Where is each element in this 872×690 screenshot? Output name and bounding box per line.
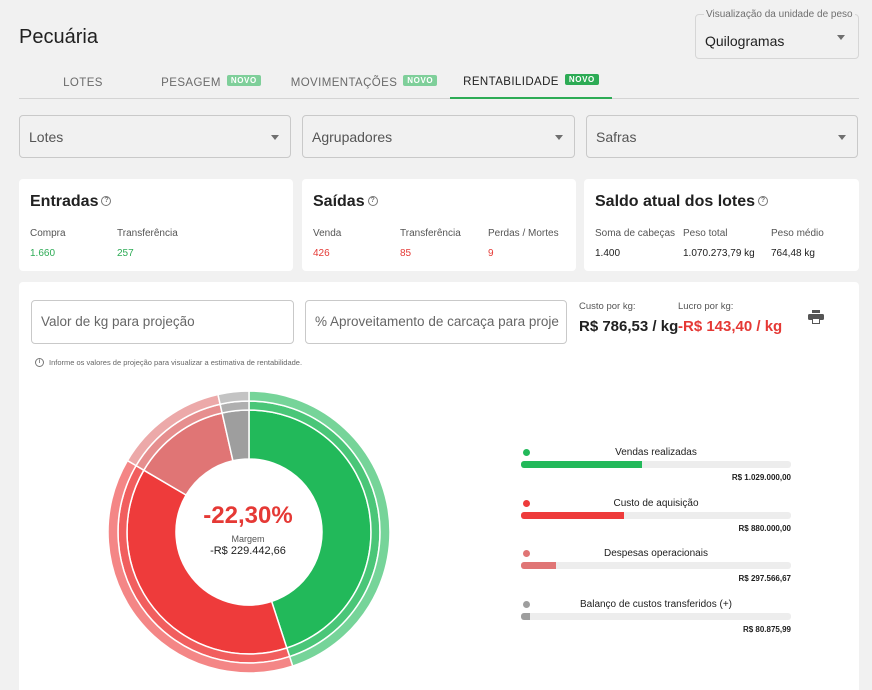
stat-label: Venda	[313, 228, 342, 239]
legend-label: Balanço de custos transferidos (+)	[579, 599, 733, 610]
legend-dot-icon	[523, 601, 530, 608]
custo-value: R$ 786,53 / kg	[579, 318, 679, 335]
margin-label: Margem	[231, 534, 265, 544]
legend-dot-icon	[523, 550, 530, 557]
tab-lotes[interactable]: LOTES	[19, 66, 147, 99]
legend-bar-fill	[521, 512, 625, 519]
donut-slice-4-ring-3[interactable]	[217, 390, 250, 406]
tab-bar: LOTES PESAGEM NOVO MOVIMENTAÇÕES NOVO RE…	[19, 66, 859, 99]
stat-label: Transferência	[117, 228, 178, 239]
chevron-down-icon	[837, 35, 845, 40]
legend-bar-track	[521, 613, 791, 620]
stat-label: Compra	[30, 228, 66, 239]
margin-donut-chart	[107, 390, 391, 674]
safras-select-label: Safras	[596, 129, 637, 145]
new-badge: NOVO	[403, 75, 438, 86]
lucro-label: Lucro por kg:	[678, 301, 734, 312]
tab-label: PESAGEM	[161, 76, 221, 89]
stat-value: 764,48 kg	[771, 248, 815, 259]
page-title: Pecuária	[19, 26, 98, 48]
stat-label: Peso médio	[771, 228, 824, 239]
tab-label: MOVIMENTAÇÕES	[290, 76, 398, 89]
card-title: Saldo atual dos lotes?	[595, 193, 769, 211]
legend-amount: R$ 1.029.000,00	[731, 473, 791, 482]
help-icon[interactable]: ?	[758, 196, 769, 206]
agrupadores-select[interactable]: Agrupadores	[302, 115, 575, 158]
lotes-select[interactable]: Lotes	[19, 115, 291, 158]
stat-venda: Venda 426	[313, 228, 341, 259]
weight-unit-label: Visualização da unidade de peso	[704, 9, 855, 20]
carcass-percent-placeholder: % Aproveitamento de carcaça para proje..…	[315, 314, 559, 329]
card-title: Saídas?	[313, 193, 378, 211]
stat-value: 426	[313, 248, 330, 259]
chevron-down-icon	[838, 135, 846, 140]
stat-perdas-mortes: Perdas / Mortes 9	[488, 228, 559, 259]
legend-dot-icon	[523, 500, 530, 507]
custo-por-kg: Custo por kg: R$ 786,53 / kg	[579, 301, 678, 335]
stat-label: Peso total	[683, 228, 728, 239]
chevron-down-icon	[555, 135, 563, 140]
kg-value-placeholder: Valor de kg para projeção	[41, 314, 195, 329]
stat-soma-cabecas: Soma de cabeças 1.400	[595, 228, 675, 259]
legend-bar-fill	[521, 562, 556, 569]
stat-label: Perdas / Mortes	[488, 228, 559, 239]
tab-movimentacoes[interactable]: MOVIMENTAÇÕES NOVO	[284, 66, 444, 99]
margin-percent: -22,30%	[203, 502, 293, 529]
stat-peso-total: Peso total 1.070.273,79 kg	[683, 228, 755, 259]
new-badge: NOVO	[226, 75, 261, 86]
stat-peso-medio: Peso médio 764,48 kg	[771, 228, 824, 259]
legend-bar-fill	[521, 613, 531, 620]
lotes-select-label: Lotes	[29, 129, 64, 145]
lucro-por-kg: Lucro por kg: -R$ 143,40 / kg	[678, 301, 782, 335]
legend-bar-fill	[521, 461, 642, 468]
margin-amount: -R$ 229.442,66	[210, 545, 286, 557]
tab-rentabilidade[interactable]: RENTABILIDADE NOVO	[450, 66, 612, 99]
custo-label: Custo por kg:	[579, 301, 636, 312]
stat-transferencia: Transferência 257	[117, 228, 178, 259]
tab-label: RENTABILIDADE	[463, 75, 559, 88]
legend-dot-icon	[523, 449, 530, 456]
projection-info-text: Informe os valores de projeção para visu…	[49, 358, 303, 367]
stat-transferencia: Transferência 85	[400, 228, 461, 259]
saidas-card: Saídas? Venda 426 Transferência 85 Perda…	[302, 179, 576, 271]
info-icon: i	[35, 358, 44, 367]
help-icon[interactable]: ?	[101, 196, 112, 206]
stat-value: 85	[400, 248, 412, 259]
agrupadores-select-label: Agrupadores	[312, 129, 393, 145]
legend-label: Vendas realizadas	[615, 447, 697, 458]
legend-bar-track	[521, 512, 791, 519]
card-title: Entradas?	[30, 193, 112, 211]
print-icon[interactable]	[808, 310, 824, 324]
lucro-value: -R$ 143,40 / kg	[678, 318, 783, 335]
legend-bar-track	[521, 562, 791, 569]
rentabilidade-panel: Valor de kg para projeção % Aproveitamen…	[19, 282, 859, 690]
stat-value: 257	[117, 248, 134, 259]
legend-amount: R$ 80.875,99	[742, 625, 791, 634]
legend-label: Custo de aquisição	[613, 498, 699, 509]
legend-amount: R$ 880.000,00	[738, 524, 792, 533]
legend-bar-track	[521, 461, 791, 468]
help-icon[interactable]: ?	[367, 196, 378, 206]
entradas-card: Entradas? Compra 1.660 Transferência 257	[19, 179, 293, 271]
stat-value: 1.070.273,79 kg	[683, 248, 755, 259]
weight-unit-value: Quilogramas	[705, 33, 785, 49]
chevron-down-icon	[271, 135, 279, 140]
tab-label: LOTES	[63, 76, 103, 89]
legend-label: Despesas operacionais	[604, 548, 708, 559]
stat-label: Soma de cabeças	[595, 228, 676, 239]
safras-select[interactable]: Safras	[586, 115, 858, 158]
weight-unit-select[interactable]: Visualização da unidade de peso Quilogra…	[695, 9, 859, 59]
saldo-card: Saldo atual dos lotes? Soma de cabeças 1…	[584, 179, 859, 271]
projection-info: i Informe os valores de projeção para vi…	[35, 358, 302, 367]
new-badge: NOVO	[564, 74, 599, 85]
legend-amount: R$ 297.566,67	[738, 574, 792, 583]
stat-value: 1.400	[595, 248, 621, 259]
kg-value-input[interactable]: Valor de kg para projeção	[31, 300, 294, 344]
tab-pesagem[interactable]: PESAGEM NOVO	[147, 66, 275, 99]
stat-value: 1.660	[30, 248, 56, 259]
stat-compra: Compra 1.660	[30, 228, 66, 259]
stat-value: 9	[488, 248, 494, 259]
stat-label: Transferência	[400, 228, 461, 239]
carcass-percent-input[interactable]: % Aproveitamento de carcaça para proje..…	[305, 300, 567, 344]
